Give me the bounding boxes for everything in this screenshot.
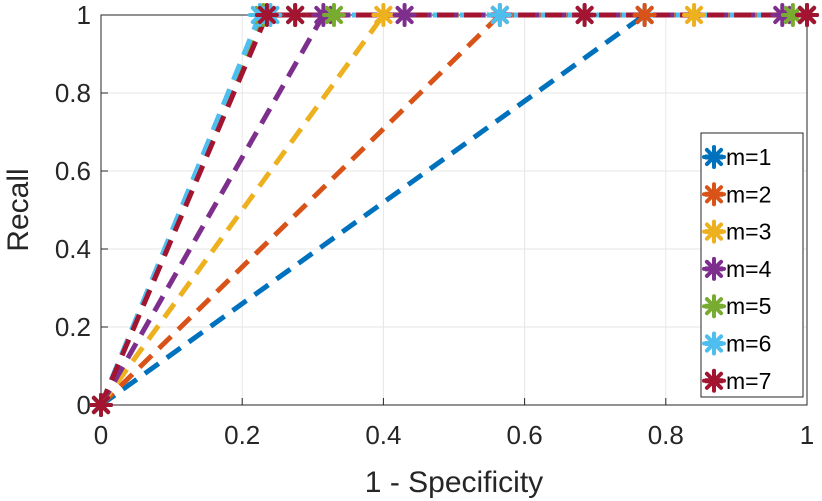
axis-ticks: 0 0.2 0.4 0.6 0.8 1 0 0.2 0.4 0.6 0.8 1 [55,0,814,450]
legend-marker [702,182,726,207]
data-point-marker [572,3,597,27]
legend-marker [702,368,726,393]
x-tick-label: 0.2 [224,420,260,450]
y-tick-label: 0.8 [55,78,91,108]
x-tick-label: 0.6 [507,420,543,450]
y-tick-label: 0.2 [55,312,91,342]
y-axis-label: Recall [2,168,35,251]
legend-marker [702,219,726,244]
legend-label: m=7 [726,368,771,394]
series-line-m=1 [99,12,807,408]
x-tick-label: 0 [94,420,108,450]
legend-label: m=6 [726,331,771,357]
y-tick-label: 0.6 [55,156,91,186]
legend-label: m=3 [726,219,771,245]
legend-label: m=4 [726,256,772,282]
series-markers [89,3,819,417]
data-point-marker [321,3,346,27]
legend-marker [702,256,726,281]
x-tick-label: 0.4 [365,420,401,450]
legend: m=1 m=2 m=3 m=4 m=5 m=6 m=7 [700,132,804,398]
data-point-marker [392,3,417,27]
series-line-m=4 [98,12,807,407]
data-point-marker [371,3,396,27]
y-tick-label: 1 [77,0,91,30]
legend-label: m=1 [726,144,771,170]
data-point-marker [89,393,113,417]
legend-marker [702,294,726,319]
legend-marker [702,145,726,169]
x-tick-label: 0.8 [648,420,684,450]
legend-label: m=5 [726,293,771,319]
data-point-marker [632,3,657,27]
y-tick-label: 0.4 [55,234,91,264]
x-axis-label: 1 - Specificity [365,466,543,499]
legend-marker [702,331,726,356]
y-tick-label: 0 [77,390,91,420]
data-point-marker [254,3,279,27]
series-line-m=7 [98,12,807,406]
data-point-marker [487,3,512,27]
legend-label: m=2 [726,181,771,207]
x-tick-label: 1 [800,420,814,450]
data-point-marker [283,3,308,27]
data-point-marker [795,3,819,27]
data-point-marker [682,3,707,27]
